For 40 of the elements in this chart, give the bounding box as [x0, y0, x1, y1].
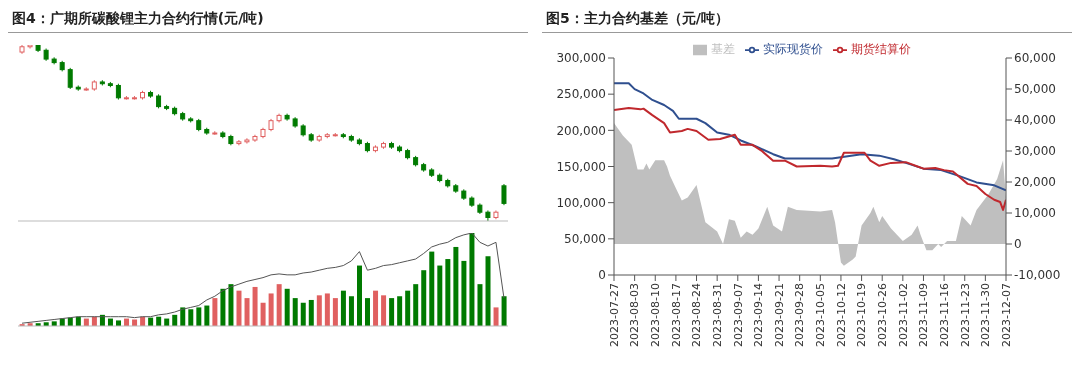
- x-tick-label: 2023-08-24: [690, 283, 704, 347]
- y2-tick-label: 50,000: [1014, 82, 1056, 97]
- y-tick-label: 100,000: [556, 195, 606, 210]
- x-tick-label: 2023-10-19: [855, 283, 869, 347]
- x-tick-label: 2023-11-02: [896, 283, 910, 347]
- chart-title: 图5：主力合约基差（元/吨）: [542, 8, 1072, 33]
- x-tick-label: 2023-09-07: [731, 283, 745, 347]
- x-tick-label: 2023-11-16: [937, 283, 951, 347]
- y-tick-label: 200,000: [556, 123, 606, 138]
- y-tick-label: 300,000: [556, 51, 606, 66]
- y2-tick-label: 40,000: [1014, 113, 1056, 128]
- x-tick-label: 2023-11-30: [979, 283, 993, 347]
- y2-tick-label: 20,000: [1014, 175, 1056, 190]
- y2-tick-label: 30,000: [1014, 144, 1056, 159]
- legend-label: 实际现货价: [763, 42, 823, 56]
- x-tick-label: 2023-10-26: [876, 283, 890, 347]
- x-tick-label: 2023-11-09: [917, 283, 931, 347]
- legend-label: 期货结算价: [851, 42, 911, 56]
- x-tick-label: 2023-12-07: [999, 283, 1013, 347]
- x-tick-label: 2023-08-03: [628, 283, 642, 347]
- y2-tick-label: 10,000: [1014, 206, 1056, 221]
- x-tick-label: 2023-07-27: [607, 283, 621, 347]
- y2-tick-label: 60,000: [1014, 51, 1056, 66]
- y-tick-label: 250,000: [556, 87, 606, 102]
- legend-label: 基差: [711, 42, 735, 56]
- x-tick-label: 2023-09-28: [793, 283, 807, 347]
- y2-tick-label: -10,000: [1014, 268, 1061, 283]
- x-tick-label: 2023-11-23: [958, 283, 972, 347]
- x-tick-label: 2023-10-12: [834, 283, 848, 347]
- y-tick-label: 0: [598, 268, 606, 283]
- x-tick-label: 2023-09-14: [752, 283, 766, 347]
- y2-tick-label: 0: [1014, 237, 1022, 252]
- x-tick-label: 2023-10-05: [814, 283, 828, 347]
- x-tick-label: 2023-08-17: [669, 283, 683, 347]
- chart-title: 图4：广期所碳酸锂主力合约行情(元/吨): [8, 8, 528, 33]
- x-tick-label: 2023-09-21: [772, 283, 786, 347]
- y-tick-label: 50,000: [564, 232, 606, 247]
- y-tick-label: 150,000: [556, 159, 606, 174]
- x-tick-label: 2023-08-31: [710, 283, 724, 347]
- x-tick-label: 2023-08-10: [649, 283, 663, 347]
